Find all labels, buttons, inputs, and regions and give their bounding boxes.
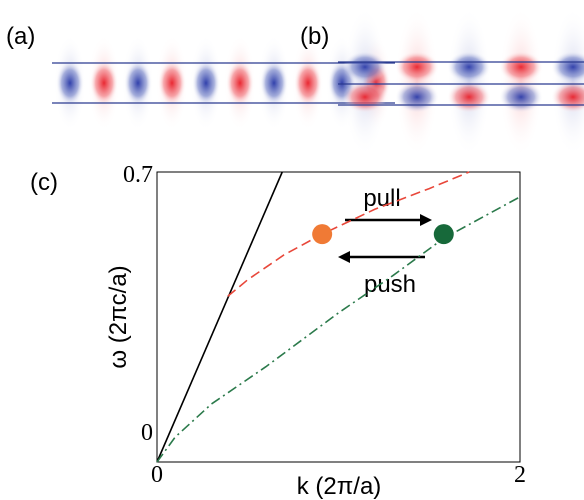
- x-axis-label: k (2π/a): [297, 473, 382, 500]
- arrowhead: [338, 251, 350, 263]
- field-lobe: [343, 51, 387, 83]
- curve: [156, 196, 521, 463]
- annotation: pull: [363, 185, 400, 212]
- field-lobe: [260, 61, 288, 105]
- field-image-b: [338, 7, 584, 157]
- x-tick-label: 2: [514, 462, 526, 488]
- field-lobe: [447, 51, 491, 83]
- field-lobe: [499, 51, 543, 83]
- field-lobe: [447, 81, 491, 113]
- panel-label: (b): [300, 23, 329, 50]
- curve: [227, 171, 470, 297]
- curve: [156, 171, 283, 463]
- panel-label: (a): [6, 23, 35, 50]
- state-marker: [433, 224, 454, 245]
- field-lobe: [90, 61, 118, 105]
- x-tick-label: 0: [151, 462, 163, 488]
- field-lobe: [294, 61, 322, 105]
- field-lobe: [56, 61, 84, 105]
- field-lobe: [343, 81, 387, 113]
- field-lobe: [395, 81, 439, 113]
- field-lobe: [192, 61, 220, 105]
- annotation: push: [364, 271, 416, 298]
- arrowhead: [420, 214, 432, 226]
- panel-label: (c): [30, 169, 58, 196]
- y-tick-label: 0: [141, 420, 153, 446]
- field-lobe: [551, 51, 584, 83]
- state-marker: [312, 224, 333, 245]
- y-tick-label: 0.7: [123, 162, 153, 188]
- field-lobe: [395, 51, 439, 83]
- field-lobe: [158, 61, 186, 105]
- field-lobe: [499, 81, 543, 113]
- plot-frame: [156, 171, 521, 463]
- field-lobe: [226, 61, 254, 105]
- y-axis-label: ω (2πc/a): [105, 265, 132, 368]
- field-lobe: [124, 61, 152, 105]
